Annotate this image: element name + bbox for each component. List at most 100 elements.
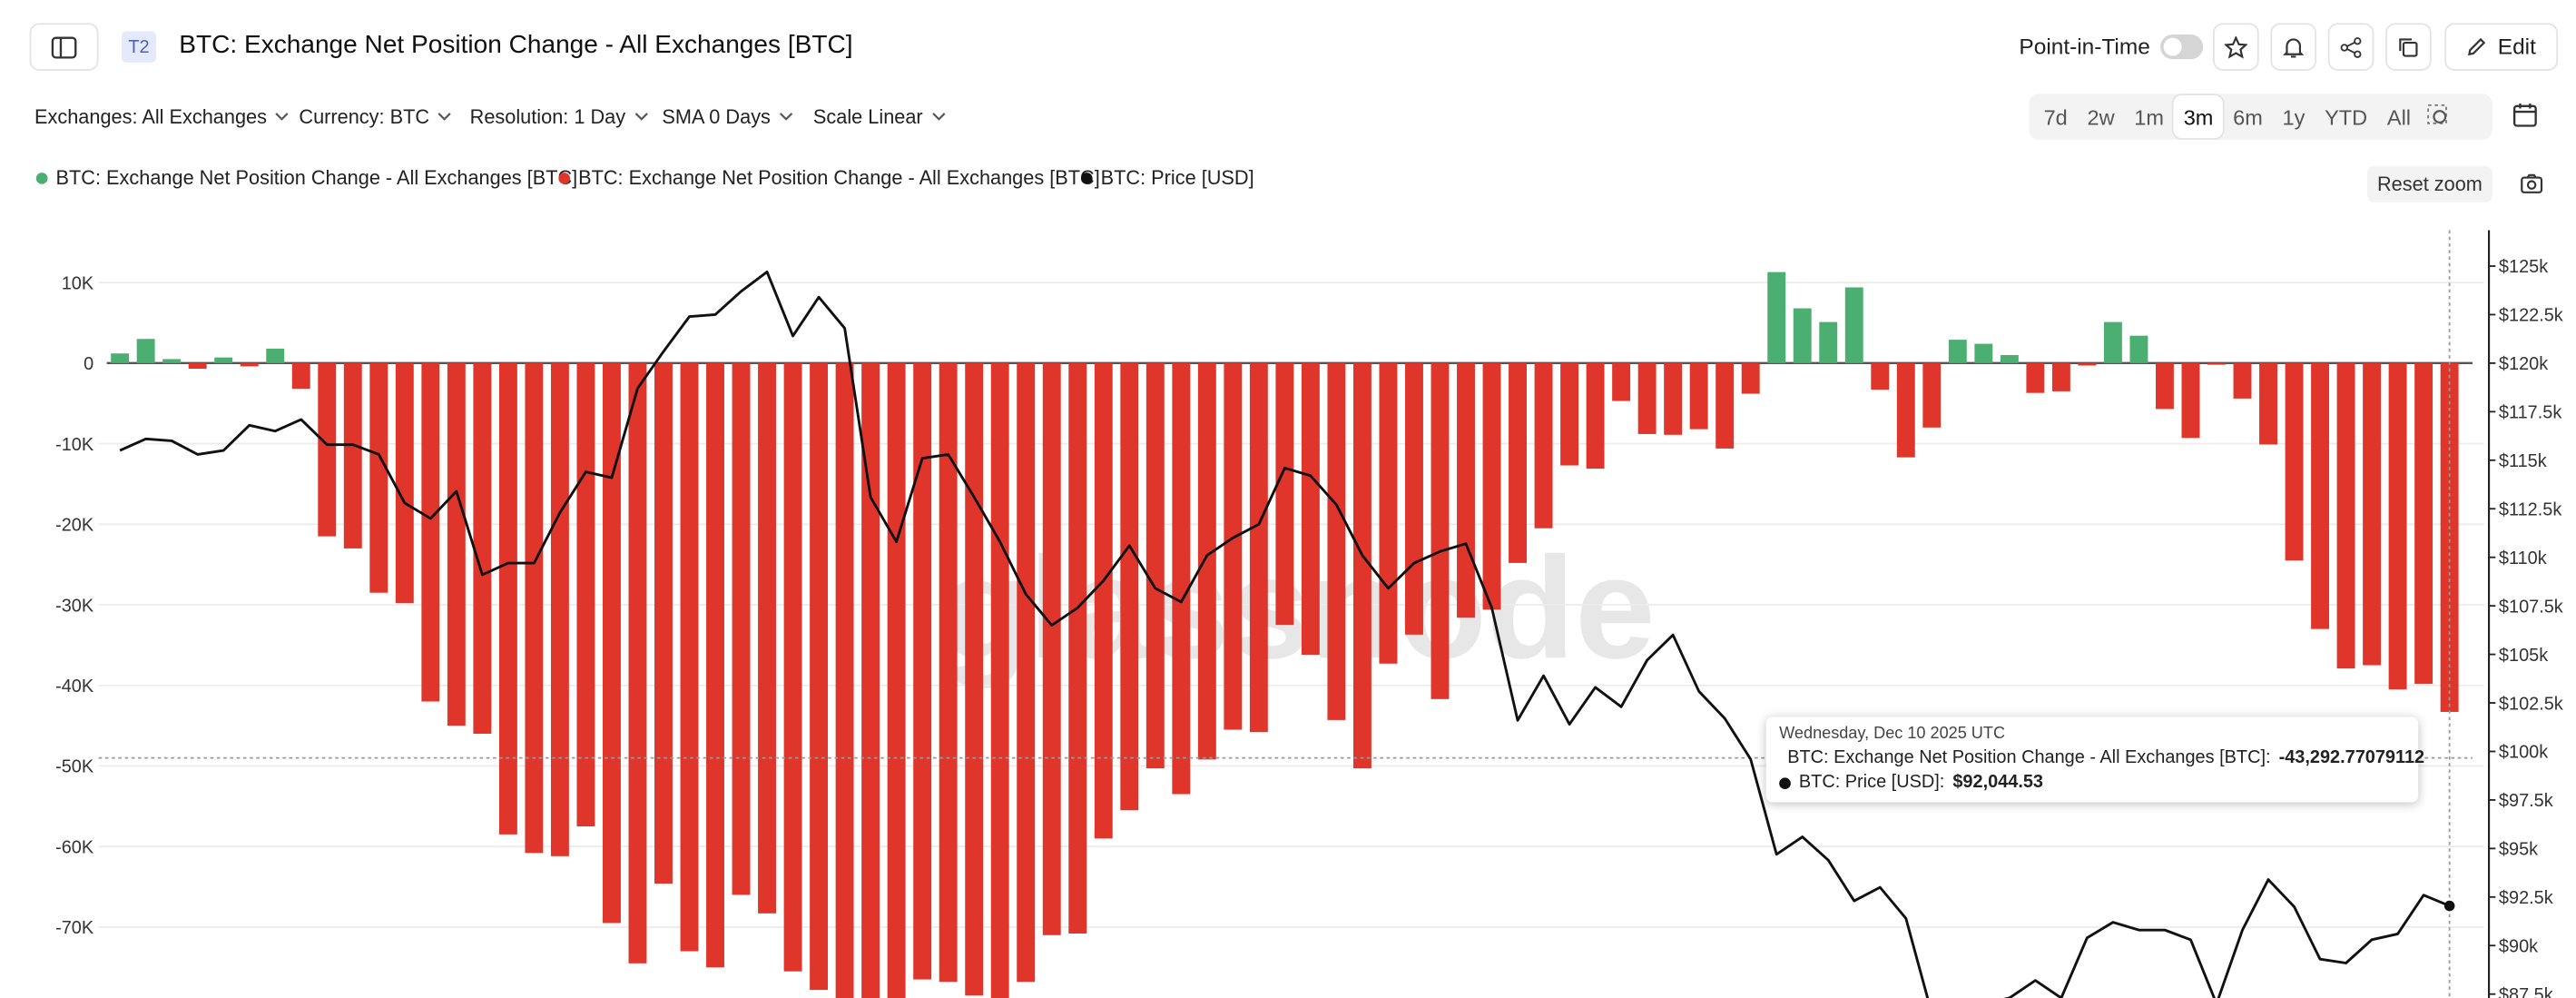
copy-icon (2399, 37, 2418, 56)
bar (2026, 362, 2045, 393)
y2-tick-label: $87.5k (2499, 985, 2553, 998)
filter-dropdown[interactable]: Scale Linear (813, 105, 946, 128)
copy-button[interactable] (2385, 23, 2432, 71)
legend-item[interactable]: BTC: Exchange Net Position Change - All … (35, 165, 578, 190)
bar (2103, 321, 2122, 363)
bar (732, 362, 751, 895)
chevron-icon (780, 113, 793, 121)
legend-item[interactable]: BTC: Exchange Net Position Change - All … (558, 166, 1100, 189)
legend-item[interactable]: BTC: Price [USD] (1080, 165, 1254, 190)
bar (1896, 362, 1915, 458)
camera-icon (2521, 173, 2543, 193)
bar (162, 359, 182, 363)
bar (2129, 335, 2148, 363)
zoom-frame (2428, 104, 2448, 124)
y2-tick-label: $92.5k (2499, 888, 2553, 908)
filter-label: Exchanges: All Exchanges (34, 104, 267, 129)
range-button[interactable]: 2w (2087, 104, 2115, 130)
bar (1871, 362, 1890, 390)
y-tick-label: 10K (62, 273, 94, 293)
bar (2181, 362, 2200, 439)
tooltip-row: BTC: Exchange Net Position Change - All … (1779, 748, 2424, 768)
filter-dropdown[interactable]: Resolution: 1 Day (470, 105, 649, 128)
filter-label: SMA 0 Days (662, 104, 771, 129)
bar (447, 362, 466, 726)
price-line (119, 270, 2451, 998)
point-in-time-label: Point-in-Time (2019, 35, 2150, 60)
toggle[interactable] (2160, 35, 2204, 60)
y2-tick-label: $105k (2499, 646, 2548, 666)
range-button[interactable]: 7d (2043, 104, 2068, 130)
pencil-icon (2468, 37, 2486, 56)
filter-dropdown[interactable]: SMA 0 Days (662, 105, 793, 128)
bar (1301, 362, 1320, 656)
chevron-icon (931, 113, 945, 121)
y2-tick-label: $97.5k (2499, 791, 2553, 811)
bar (1068, 362, 1087, 934)
bar (1560, 362, 1579, 466)
bar (602, 362, 621, 924)
star-button[interactable] (2213, 23, 2259, 71)
bar (1844, 287, 1863, 363)
bar (2051, 362, 2070, 391)
bar (1352, 362, 1372, 769)
bar (1819, 321, 1838, 363)
tooltip-dot (1779, 776, 1791, 789)
bar (1431, 362, 1450, 699)
calendar-button[interactable] (2512, 102, 2538, 136)
bar (576, 362, 595, 826)
bar (2207, 362, 2226, 365)
badge: T2 (121, 31, 156, 63)
y-tick-label: -30K (55, 596, 94, 616)
bar (1042, 362, 1061, 935)
bar (1145, 362, 1165, 769)
y2-tick-label: $102.5k (2499, 694, 2563, 714)
range-button[interactable]: All (2386, 104, 2412, 130)
alert-button[interactable] (2270, 23, 2317, 71)
legend-label: BTC: Price [USD] (1100, 165, 1254, 190)
bar (654, 362, 673, 884)
sidebar-toggle[interactable] (29, 23, 99, 71)
bar (421, 362, 440, 702)
legend-label: BTC: Exchange Net Position Change - All … (55, 165, 578, 190)
bar (498, 362, 517, 835)
bar (1224, 362, 1243, 730)
y-tick-label: -70K (55, 918, 94, 938)
bar (343, 362, 362, 548)
bar (1793, 308, 1812, 363)
chevron (276, 113, 290, 121)
bar (2363, 362, 2382, 666)
bar (2000, 354, 2019, 363)
range-button[interactable]: 6m (2233, 104, 2263, 130)
bar (1405, 362, 1423, 635)
range-button[interactable]: 1m (2134, 104, 2164, 130)
filter-dropdown[interactable]: Currency: BTC (299, 105, 452, 128)
bar (1974, 343, 1993, 363)
y2-tick-label: $95k (2499, 840, 2538, 860)
y-tick-label: -40K (55, 677, 94, 697)
camera-button[interactable] (2520, 173, 2543, 203)
bars (111, 272, 2459, 998)
filter-dropdown[interactable]: Exchanges: All Exchanges (34, 105, 290, 128)
bar (939, 362, 958, 983)
bar (1767, 272, 1786, 363)
bar (1637, 362, 1657, 434)
lines (119, 270, 2451, 998)
share-button[interactable] (2327, 23, 2374, 71)
bar (1275, 362, 1294, 626)
y2-tick-label: $115k (2499, 451, 2547, 471)
bar (1509, 362, 1527, 563)
range-button[interactable]: 1y (2282, 104, 2306, 130)
share-icon (2340, 36, 2362, 58)
bar (111, 353, 130, 363)
edit-button[interactable]: Edit (2444, 23, 2559, 71)
chevron-icon (634, 113, 648, 121)
chevron-icon (276, 113, 290, 121)
y-tick-label: -10K (55, 435, 94, 455)
range-button[interactable]: YTD (2325, 104, 2368, 130)
reset-zoom-button[interactable]: Reset zoom (2367, 165, 2492, 203)
y-tick-label: 0 (84, 354, 93, 374)
filter-label: Currency: BTC (299, 104, 430, 129)
range-button[interactable]: 3m (2173, 95, 2224, 139)
y2-tick-label: $107.5k (2499, 597, 2563, 617)
